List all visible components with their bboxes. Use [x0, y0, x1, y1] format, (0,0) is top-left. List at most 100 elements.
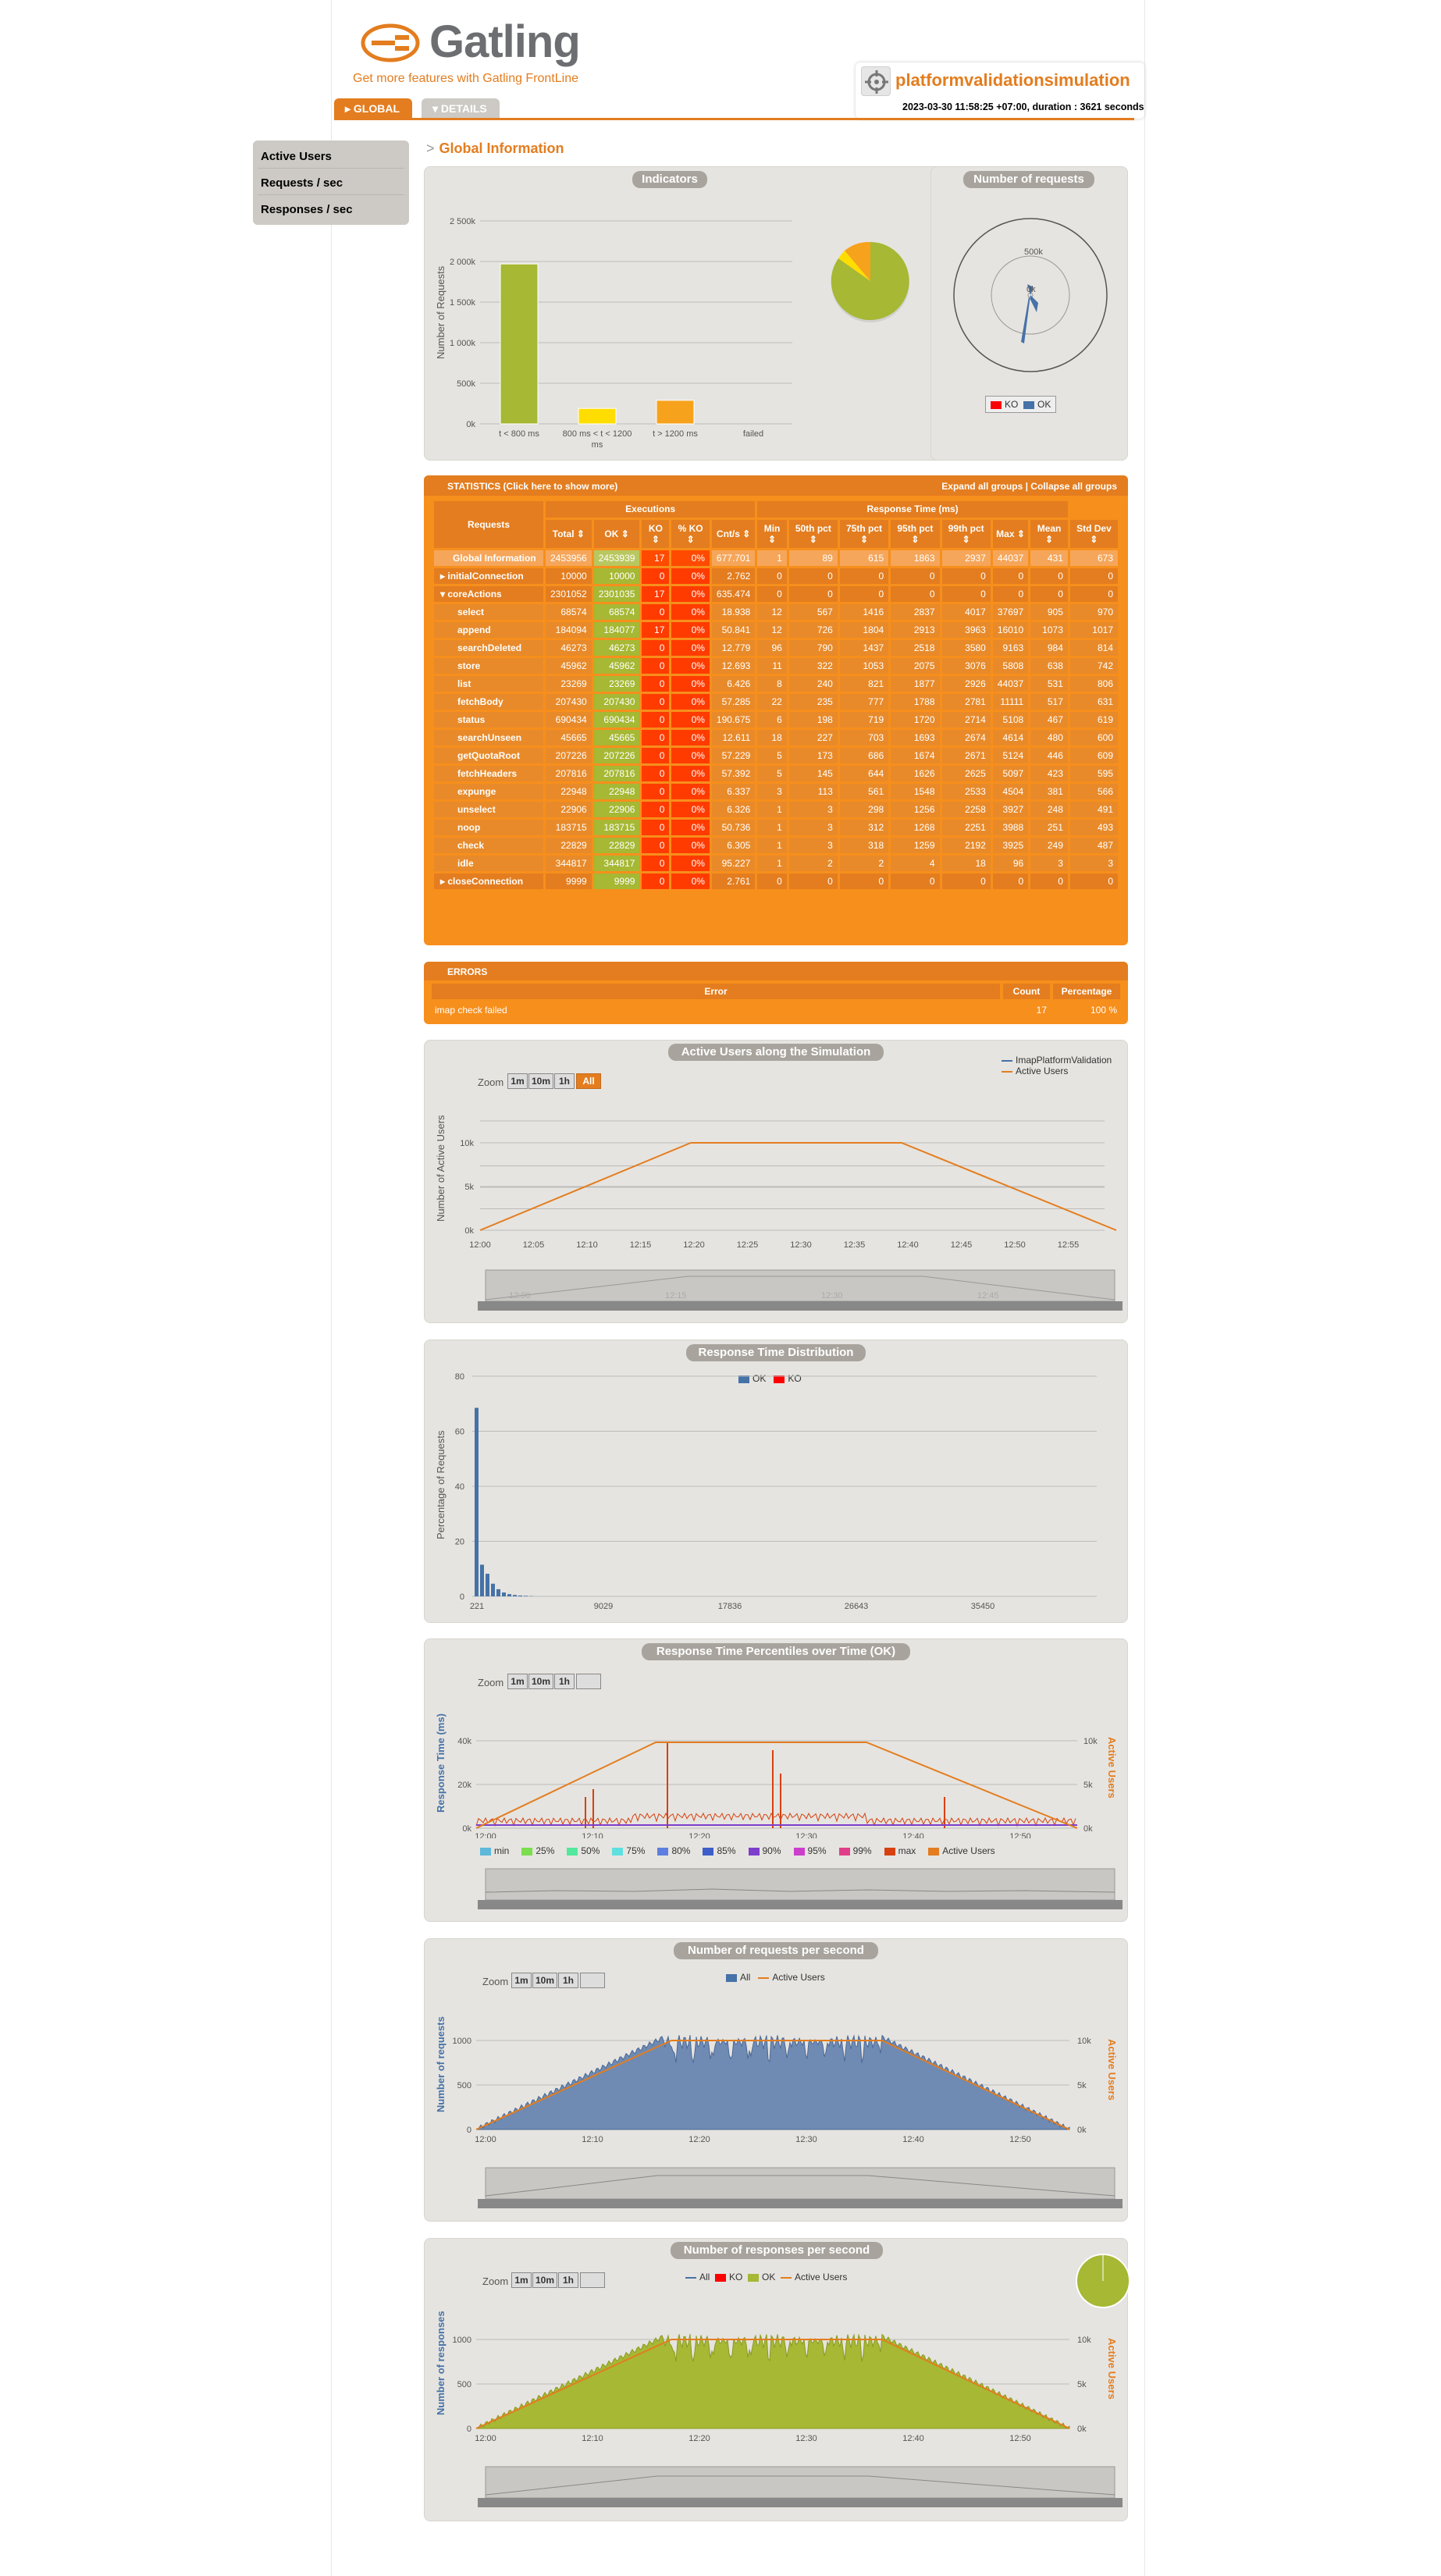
col-error[interactable]: Error [432, 984, 1000, 999]
col-95th-pct[interactable]: 95th pct ⇕ [891, 519, 940, 548]
zoom-all-button-2[interactable] [576, 1674, 601, 1689]
statistics-header[interactable]: STATISTICS (Click here to show more) Exp… [424, 475, 1128, 496]
col-percentage[interactable]: Percentage [1053, 984, 1120, 999]
statistics-header-label[interactable]: STATISTICS (Click here to show more) [447, 481, 618, 492]
col-75th-pct[interactable]: 75th pct ⇕ [839, 519, 889, 548]
row-name[interactable]: check [434, 838, 543, 853]
row-name[interactable]: searchUnseen [434, 730, 543, 745]
tab-details[interactable]: ▾ DETAILS [422, 98, 500, 119]
table-row[interactable]: expunge 22948 22948 0 0% 6.337 3 113 561 1548 2533… [434, 784, 1118, 799]
table-row[interactable]: ▸ initialConnection 10000 10000 0 0% 2.762 0 0 0… [434, 568, 1118, 584]
row-name[interactable]: expunge [434, 784, 543, 799]
pct-legend-item[interactable]: max [884, 1845, 916, 1856]
pct-legend-item[interactable]: 95% [793, 1845, 827, 1856]
zoom-10m-button-4[interactable]: 10m [532, 2272, 557, 2288]
table-row[interactable]: list 23269 23269 0 0% 6.426 8 240 821 1877 2926 440… [434, 676, 1118, 692]
row-name[interactable]: ▸ closeConnection [434, 873, 543, 889]
row-name[interactable]: searchDeleted [434, 640, 543, 656]
col-ko[interactable]: KO ⇕ [642, 519, 670, 548]
row-name[interactable]: fetchBody [434, 694, 543, 710]
table-row[interactable]: ▾ coreActions 2301052 2301035 17 0% 635.474 0 0… [434, 586, 1118, 602]
requests-legend-all[interactable]: All [740, 1972, 751, 1983]
zoom-10m-button-3[interactable]: 10m [532, 1973, 557, 1988]
col-99th-pct[interactable]: 99th pct ⇕ [941, 519, 991, 548]
table-row[interactable]: append 184094 184077 17 0% 50.841 12 726 1804 291… [434, 622, 1118, 638]
table-row[interactable]: Global Information 2453956 2453939 17 0% 677.… [434, 550, 1118, 566]
legend-ok-label[interactable]: OK [1037, 399, 1051, 410]
pct-legend-item[interactable]: 75% [612, 1845, 645, 1856]
sidebar-item-responses-sec[interactable]: Responses / sec [261, 203, 353, 216]
row-name[interactable]: idle [434, 856, 543, 871]
row-name[interactable]: Global Information [434, 550, 543, 566]
col-max[interactable]: Max ⇕ [992, 519, 1029, 548]
legend-imap-label[interactable]: ImapPlatformValidation [1016, 1055, 1112, 1066]
col-min[interactable]: Min ⇕ [757, 519, 787, 548]
table-row[interactable]: getQuotaRoot 207226 207226 0 0% 57.229 5 173 686… [434, 748, 1118, 763]
zoom-1h-button-4[interactable]: 1h [558, 2272, 578, 2288]
pct-legend-item[interactable]: Active Users [928, 1845, 995, 1856]
sidebar-item-requests-sec[interactable]: Requests / sec [258, 170, 404, 195]
row-name[interactable]: noop [434, 820, 543, 835]
row-name[interactable]: ▸ initialConnection [434, 568, 543, 584]
col-cnt-s[interactable]: Cnt/s ⇕ [711, 519, 756, 548]
table-row[interactable]: noop 183715 183715 0 0% 50.736 1 3 312 1268 2251 39… [434, 820, 1118, 835]
col-requests[interactable]: Requests [434, 501, 543, 548]
row-name[interactable]: status [434, 712, 543, 728]
legend-ko-label[interactable]: KO [1005, 399, 1019, 410]
pct-legend-item[interactable]: 25% [521, 1845, 554, 1856]
zoom-1h-button[interactable]: 1h [554, 1073, 575, 1089]
col--ko[interactable]: % KO ⇕ [671, 519, 710, 548]
active-users-navigator[interactable]: 12:00 12:15 12:30 12:45 [478, 1268, 1123, 1314]
requests-navigator[interactable] [478, 2166, 1123, 2211]
responses-legend-ko[interactable]: KO [729, 2272, 743, 2282]
table-row[interactable]: searchUnseen 45665 45665 0 0% 12.611 18 227 703 1… [434, 730, 1118, 745]
table-row[interactable]: status 690434 690434 0 0% 190.675 6 198 719 1720 2… [434, 712, 1118, 728]
zoom-1m-button-2[interactable]: 1m [507, 1674, 528, 1689]
responses-navigator[interactable] [478, 2465, 1123, 2510]
pct-legend-item[interactable]: 90% [748, 1845, 781, 1856]
zoom-1h-button-3[interactable]: 1h [558, 1973, 578, 1988]
zoom-all-button-3[interactable] [580, 1973, 605, 1988]
pct-legend-item[interactable]: 99% [838, 1845, 872, 1856]
table-row[interactable]: ▸ closeConnection 9999 9999 0 0% 2.761 0 0 0 0 0 0 0… [434, 873, 1118, 889]
percentiles-navigator[interactable] [478, 1867, 1123, 1912]
zoom-1h-button-2[interactable]: 1h [554, 1674, 575, 1689]
row-name[interactable]: append [434, 622, 543, 638]
expand-collapse-links[interactable]: Expand all groups | Collapse all groups [941, 481, 1117, 492]
errors-header[interactable]: ERRORS [424, 962, 1128, 980]
responses-legend-ok[interactable]: OK [762, 2272, 776, 2282]
col-50th-pct[interactable]: 50th pct ⇕ [788, 519, 838, 548]
zoom-10m-button[interactable]: 10m [528, 1073, 553, 1089]
table-row[interactable]: unselect 22906 22906 0 0% 6.326 1 3 298 1256 2258 3… [434, 802, 1118, 817]
col-count[interactable]: Count [1003, 984, 1050, 999]
col-std-dev[interactable]: Std Dev ⇕ [1069, 519, 1118, 548]
table-row[interactable]: fetchHeaders 207816 207816 0 0% 57.392 5 145 644… [434, 766, 1118, 781]
zoom-1m-button-4[interactable]: 1m [511, 2272, 532, 2288]
zoom-all-button-4[interactable] [580, 2272, 605, 2288]
tab-global[interactable]: ▸ GLOBAL [334, 98, 412, 119]
row-name[interactable]: select [434, 604, 543, 620]
row-name[interactable]: store [434, 658, 543, 674]
row-name[interactable]: getQuotaRoot [434, 748, 543, 763]
responses-legend-active[interactable]: Active Users [795, 2272, 848, 2282]
sidebar-item-active-users[interactable]: Active Users [258, 144, 404, 169]
col-ok[interactable]: OK ⇕ [593, 519, 640, 548]
table-row[interactable]: idle 344817 344817 0 0% 95.227 1 2 2 4 18 96 3 3 [434, 856, 1118, 871]
zoom-all-button[interactable]: All [576, 1073, 601, 1089]
row-name[interactable]: ▾ coreActions [434, 586, 543, 602]
table-row[interactable]: searchDeleted 46273 46273 0 0% 12.779 96 790 143… [434, 640, 1118, 656]
table-row[interactable]: fetchBody 207430 207430 0 0% 57.285 22 235 777 17… [434, 694, 1118, 710]
requests-legend-active[interactable]: Active Users [772, 1972, 825, 1983]
pct-legend-item[interactable]: 85% [703, 1845, 736, 1856]
zoom-1m-button[interactable]: 1m [507, 1073, 528, 1089]
zoom-10m-button-2[interactable]: 10m [528, 1674, 553, 1689]
pct-legend-item[interactable]: min [480, 1845, 509, 1856]
table-row[interactable]: store 45962 45962 0 0% 12.693 11 322 1053 2075 307… [434, 658, 1118, 674]
zoom-1m-button-3[interactable]: 1m [511, 1973, 532, 1988]
row-name[interactable]: fetchHeaders [434, 766, 543, 781]
pct-legend-item[interactable]: 80% [657, 1845, 690, 1856]
table-row[interactable]: check 22829 22829 0 0% 6.305 1 3 318 1259 2192 3925… [434, 838, 1118, 853]
col-mean[interactable]: Mean ⇕ [1030, 519, 1068, 548]
responses-legend-all[interactable]: All [699, 2272, 710, 2282]
pct-legend-item[interactable]: 50% [567, 1845, 600, 1856]
